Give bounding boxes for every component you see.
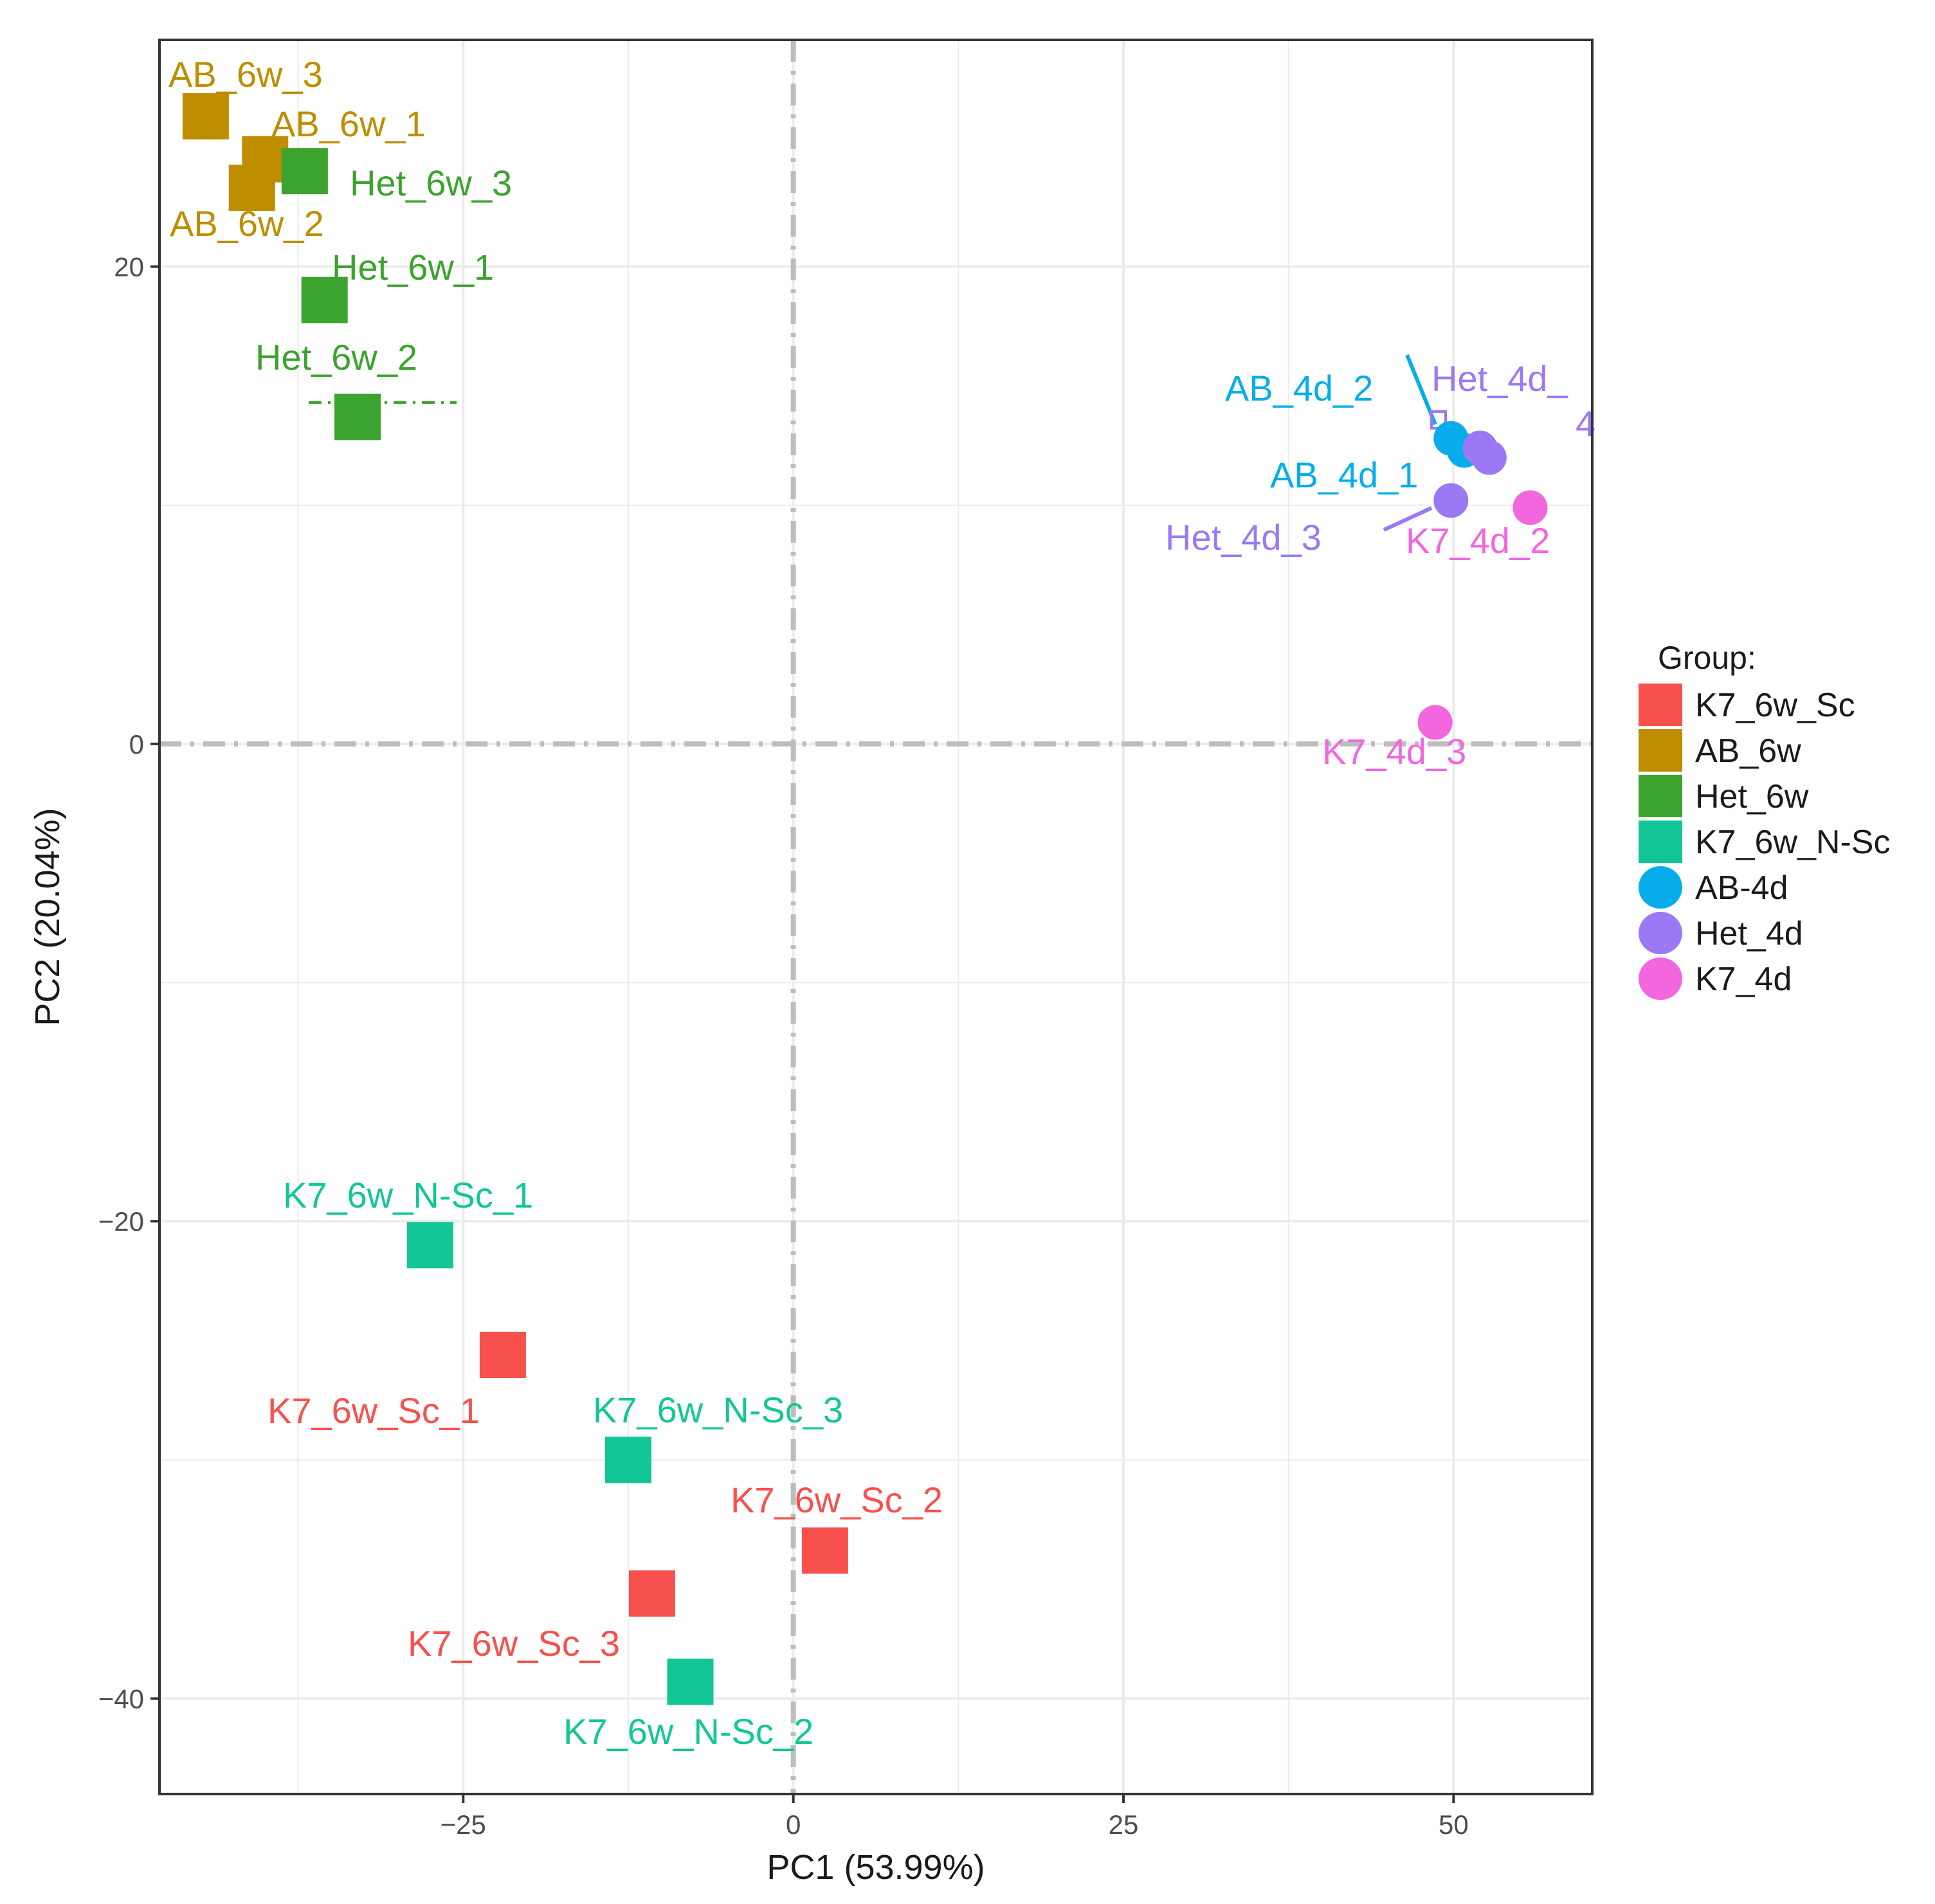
point-label-k7-4d-3: K7_4d_3: [1322, 731, 1466, 772]
point-label-k7-6w-n-sc-1: K7_6w_N-Sc_1: [283, 1175, 533, 1215]
data-point-ab-6w-2: [228, 165, 275, 212]
point-label-k7-4d-2: K7_4d_2: [1406, 520, 1550, 561]
data-point-k7-6w-n-sc-3: [604, 1437, 651, 1483]
x-tick-label: 0: [786, 1809, 801, 1840]
legend-title: Group:: [1658, 640, 1756, 676]
data-point: [1471, 440, 1507, 475]
point-label-het-6w-3: Het_6w_3: [350, 163, 512, 203]
data-point-k7-6w-n-sc-1: [406, 1222, 453, 1269]
data-points: [182, 93, 1548, 1705]
data-point-k7-6w-sc-2: [801, 1527, 848, 1574]
point-label-k7-6w-sc-1: K7_6w_Sc_1: [268, 1390, 480, 1431]
data-point-k7-6w-sc-1: [479, 1332, 526, 1379]
legend-key-ab-4d: [1639, 866, 1682, 909]
legend-key-k7-6w-sc: [1639, 684, 1682, 726]
legend-label-het-4d: Het_4d: [1695, 915, 1803, 952]
data-point-het-6w-1: [301, 277, 348, 323]
legend-key-ab-6w: [1639, 729, 1682, 772]
plot-panel-border: [158, 39, 1594, 1795]
point-label-het-6w-2: Het_6w_2: [255, 337, 417, 377]
data-point-k7-4d-3: [1417, 705, 1453, 740]
y-tick-label: 0: [129, 729, 144, 759]
y-tick-label: −20: [98, 1206, 144, 1237]
point-label-ab-6w-1: AB_6w_1: [271, 104, 426, 144]
x-tick-label: 50: [1439, 1809, 1469, 1840]
y-tick-label: −40: [98, 1684, 144, 1714]
legend-label-ab-6w: AB_6w: [1695, 732, 1801, 770]
data-point-ab-6w-3: [182, 93, 229, 140]
point-label-het-4d-4-line1: Het_4d_: [1431, 358, 1568, 399]
x-axis-title: PC1 (53.99%): [767, 1848, 985, 1887]
legend-label-ab-4d: AB-4d: [1695, 869, 1788, 907]
legend: Group: K7_6w_Sc AB_6w Het_6w K7_6w_N-Sc AB-4…: [1639, 640, 1890, 1000]
point-label-het-4d-3: Het_4d_3: [1165, 517, 1322, 558]
point-label-ab-4d-2: AB_4d_2: [1225, 368, 1373, 408]
legend-label-het-6w: Het_6w: [1695, 778, 1809, 815]
data-point-k7-4d-2: [1513, 490, 1548, 525]
data-point-k7-6w-sc-3: [628, 1570, 675, 1617]
point-label-ab-4d-1: AB_4d_1: [1270, 455, 1418, 495]
data-point-het-6w-3: [281, 148, 328, 195]
point-label-ab-6w-3: AB_6w_3: [168, 54, 323, 95]
legend-key-het-6w: [1639, 775, 1682, 817]
legend-key-k7-4d: [1639, 957, 1682, 1000]
leader-het-4d-3: [1383, 506, 1433, 532]
x-tick-label: −25: [441, 1809, 486, 1840]
data-point-het-6w-2: [334, 394, 381, 440]
point-label-k7-6w-sc-2: K7_6w_Sc_2: [731, 1480, 943, 1520]
axis-ticks: −25 0 25 50 −40 −20 0 20: [98, 252, 1469, 1840]
data-point-k7-6w-n-sc-2: [667, 1658, 714, 1705]
point-label-het-6w-1: Het_6w_1: [332, 247, 494, 287]
point-label-k7-6w-n-sc-2: K7_6w_N-Sc_2: [563, 1711, 813, 1752]
point-label-ab-6w-2: AB_6w_2: [170, 203, 324, 244]
data-point-het-4d-3: [1433, 483, 1469, 518]
legend-key-het-4d: [1639, 912, 1682, 954]
y-tick-label: 20: [114, 252, 144, 282]
point-labels: AB_6w_3 AB_6w_1 AB_6w_2 Het_6w_3 Het_6w_1 Het…: [168, 54, 1595, 1752]
point-label-k7-6w-n-sc-3: K7_6w_N-Sc_3: [593, 1390, 843, 1430]
x-tick-label: 25: [1109, 1809, 1139, 1840]
point-label-het-4d-4: Het_4d_4: [1431, 358, 1595, 444]
point-label-k7-6w-sc-3: K7_6w_Sc_3: [408, 1623, 620, 1664]
legend-label-k7-6w-sc: K7_6w_Sc: [1695, 687, 1855, 724]
legend-key-k7-6w-n-sc: [1639, 821, 1682, 863]
y-axis-title: PC2 (20.04%): [28, 808, 67, 1026]
legend-label-k7-6w-n-sc: K7_6w_N-Sc: [1695, 824, 1890, 861]
leader-lines: [309, 354, 1447, 532]
legend-label-k7-4d: K7_4d: [1695, 961, 1792, 998]
reference-lines: [159, 40, 1592, 1794]
